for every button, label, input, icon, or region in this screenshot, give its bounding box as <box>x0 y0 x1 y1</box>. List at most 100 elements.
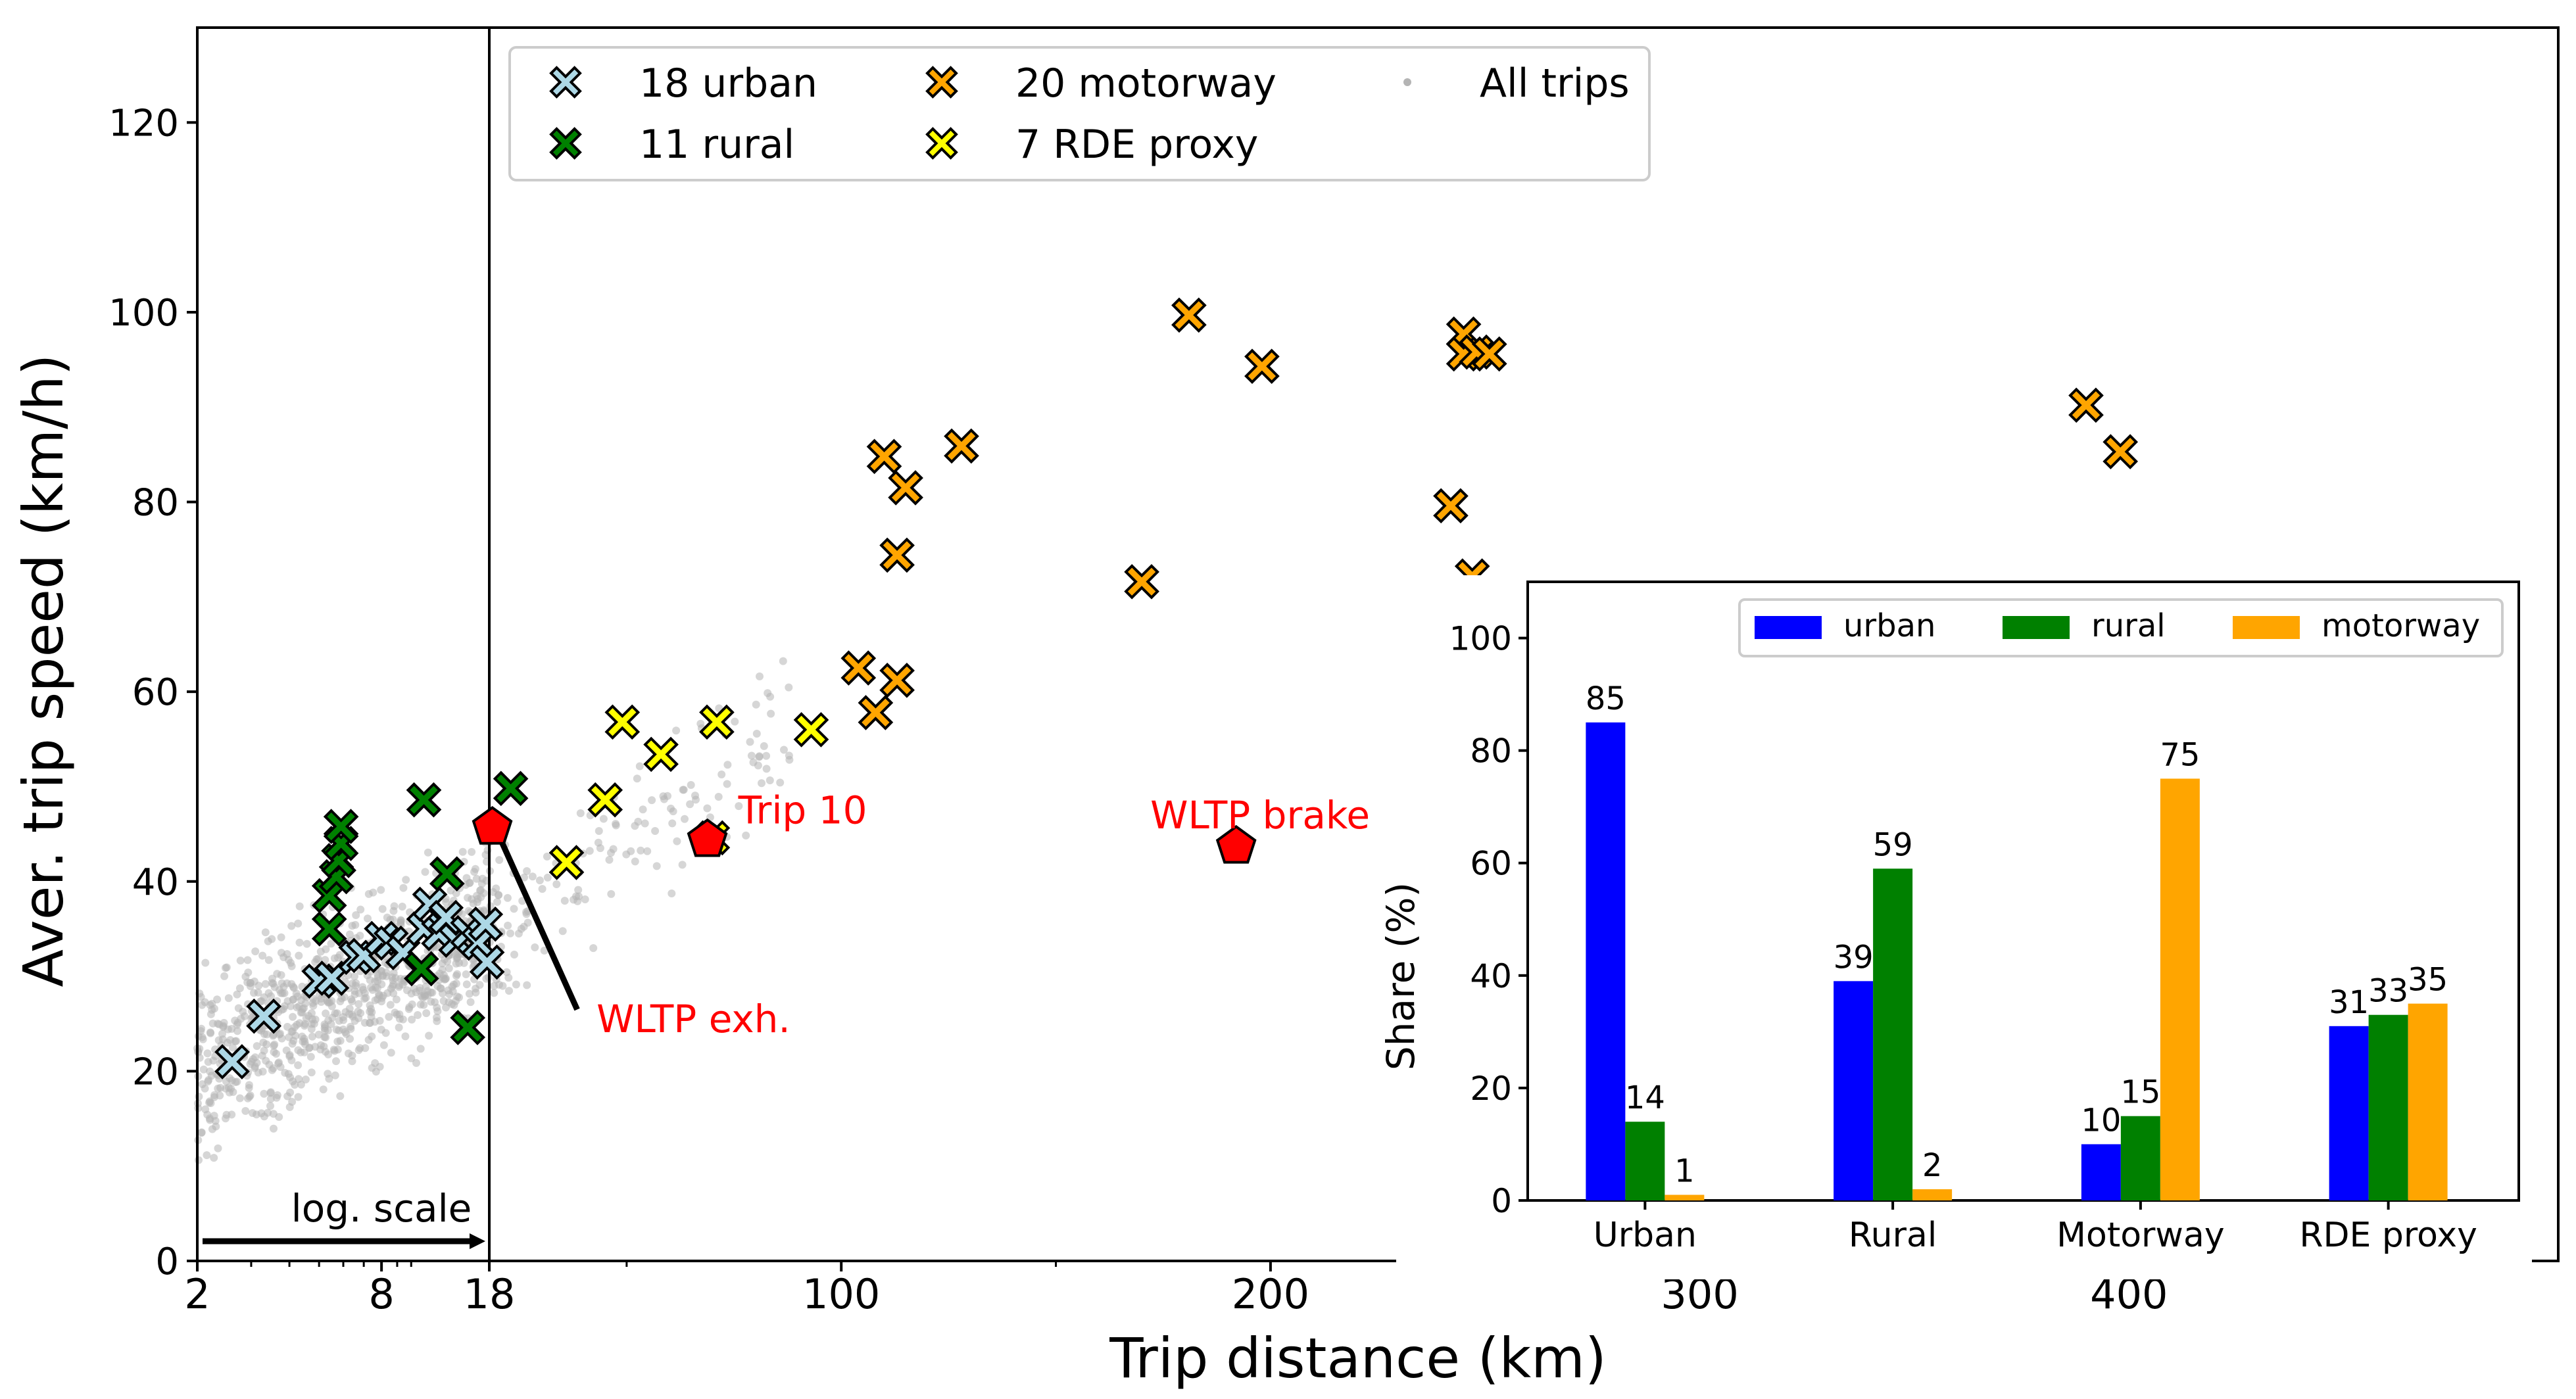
all-trips-point <box>538 885 547 893</box>
all-trips-point <box>307 1068 316 1077</box>
all-trips-point <box>668 889 676 897</box>
log-scale-label: log. scale <box>291 1186 472 1231</box>
all-trips-point <box>224 1025 232 1033</box>
inset-bar-value-label: 39 <box>1834 939 1874 976</box>
wltp-exh-label: WLTP exh. <box>596 997 790 1041</box>
all-trips-point <box>581 895 589 903</box>
inset-y-tick-label: 80 <box>1470 732 1512 771</box>
all-trips-point <box>278 1034 286 1043</box>
all-trips-point <box>387 1049 395 1057</box>
all-trips-point <box>295 938 304 947</box>
motorway-point <box>2068 387 2104 423</box>
all-trips-point <box>473 891 481 900</box>
legend-rural-marker <box>549 127 582 160</box>
inset-bar-motorway <box>1912 1189 1953 1200</box>
all-trips-point <box>270 1124 278 1133</box>
all-trips-point <box>287 922 296 930</box>
all-trips-point <box>481 851 490 859</box>
legend-all_trips-label: All trips <box>1480 60 1630 107</box>
all-trips-point <box>247 1057 256 1066</box>
all-trips-point <box>339 1013 347 1021</box>
all-trips-point <box>447 886 455 895</box>
inset-category-label: Motorway <box>2056 1216 2224 1255</box>
all-trips-point <box>504 974 513 982</box>
all-trips-point <box>354 1000 363 1008</box>
all-trips-point <box>210 1005 218 1013</box>
all-trips-point <box>760 742 768 750</box>
trip-10-label: Trip 10 <box>738 788 867 833</box>
legend-all-trips-marker <box>1403 78 1411 86</box>
inset-bar-value-label: 1 <box>1674 1152 1695 1189</box>
all-trips-point <box>599 815 608 823</box>
all-trips-point <box>258 1068 267 1076</box>
plot-frame <box>196 26 2560 1262</box>
all-trips-point <box>369 888 377 897</box>
all-trips-point <box>222 1110 231 1119</box>
all-trips-point <box>612 820 620 828</box>
all-trips-point <box>449 987 457 995</box>
all-trips-point <box>779 657 787 665</box>
rde_proxy-point <box>643 736 679 772</box>
all-trips-point <box>691 792 699 800</box>
y-tick-label: 20 <box>132 1051 179 1093</box>
all-trips-point <box>206 1067 214 1076</box>
motorway-point <box>1171 297 1207 333</box>
all-trips-point <box>276 985 283 994</box>
wltp-exh-pointer <box>495 831 580 1011</box>
motorway-point <box>866 439 902 475</box>
all-trips-point <box>279 953 288 961</box>
all-trips-point <box>477 886 485 894</box>
all-trips-point <box>652 862 661 870</box>
all-trips-point <box>416 1045 425 1053</box>
rde_proxy-point <box>587 782 623 818</box>
all-trips-point <box>295 951 303 960</box>
all-trips-point <box>490 989 498 997</box>
all-trips-point <box>387 984 395 993</box>
all-trips-point <box>392 995 401 1004</box>
all-trips-point <box>747 751 756 760</box>
all-trips-point <box>506 929 514 937</box>
all-trips-point <box>345 1010 353 1018</box>
all-trips-point <box>503 893 512 902</box>
all-trips-point <box>268 935 276 943</box>
all-trips-point <box>264 956 273 964</box>
all-trips-point <box>377 1026 385 1034</box>
all-trips-point <box>295 1075 303 1083</box>
all-trips-point <box>201 959 210 967</box>
all-trips-point <box>439 997 448 1005</box>
log-scale-arrowhead <box>470 1233 485 1249</box>
all-trips-point <box>201 1105 210 1114</box>
all-trips-point <box>268 974 276 983</box>
all-trips-point <box>495 891 503 899</box>
all-trips-point <box>468 847 476 856</box>
all-trips-point <box>254 988 262 997</box>
all-trips-point <box>198 1001 207 1009</box>
inset-bar-value-label: 14 <box>1625 1079 1665 1116</box>
rural-point <box>450 1010 486 1045</box>
all-trips-point <box>233 1027 241 1035</box>
inset-bar-rural <box>2120 1116 2160 1200</box>
inset-bar-rural <box>1873 868 1913 1200</box>
motorway-point <box>879 662 915 698</box>
all-trips-point <box>442 898 450 907</box>
all-trips-point <box>264 989 273 997</box>
all-trips-point <box>465 989 474 998</box>
all-trips-point <box>366 984 375 992</box>
rural-point <box>403 951 439 987</box>
all-trips-point <box>766 692 775 701</box>
all-trips-point <box>535 876 544 885</box>
all-trips-point <box>421 868 429 876</box>
inset-y-tick-label: 100 <box>1449 620 1512 658</box>
all-trips-point <box>433 982 442 990</box>
wltp-point <box>472 806 513 845</box>
all-trips-point <box>402 876 410 884</box>
all-trips-point <box>251 947 260 956</box>
all-trips-point <box>261 928 270 937</box>
y-tick-label: 40 <box>132 861 179 904</box>
legend-rde_proxy-label: 7 RDE proxy <box>1015 122 1258 168</box>
all-trips-point <box>326 998 334 1007</box>
all-trips-point <box>247 979 255 987</box>
rural-point <box>323 809 359 844</box>
all-trips-point <box>371 1059 379 1068</box>
